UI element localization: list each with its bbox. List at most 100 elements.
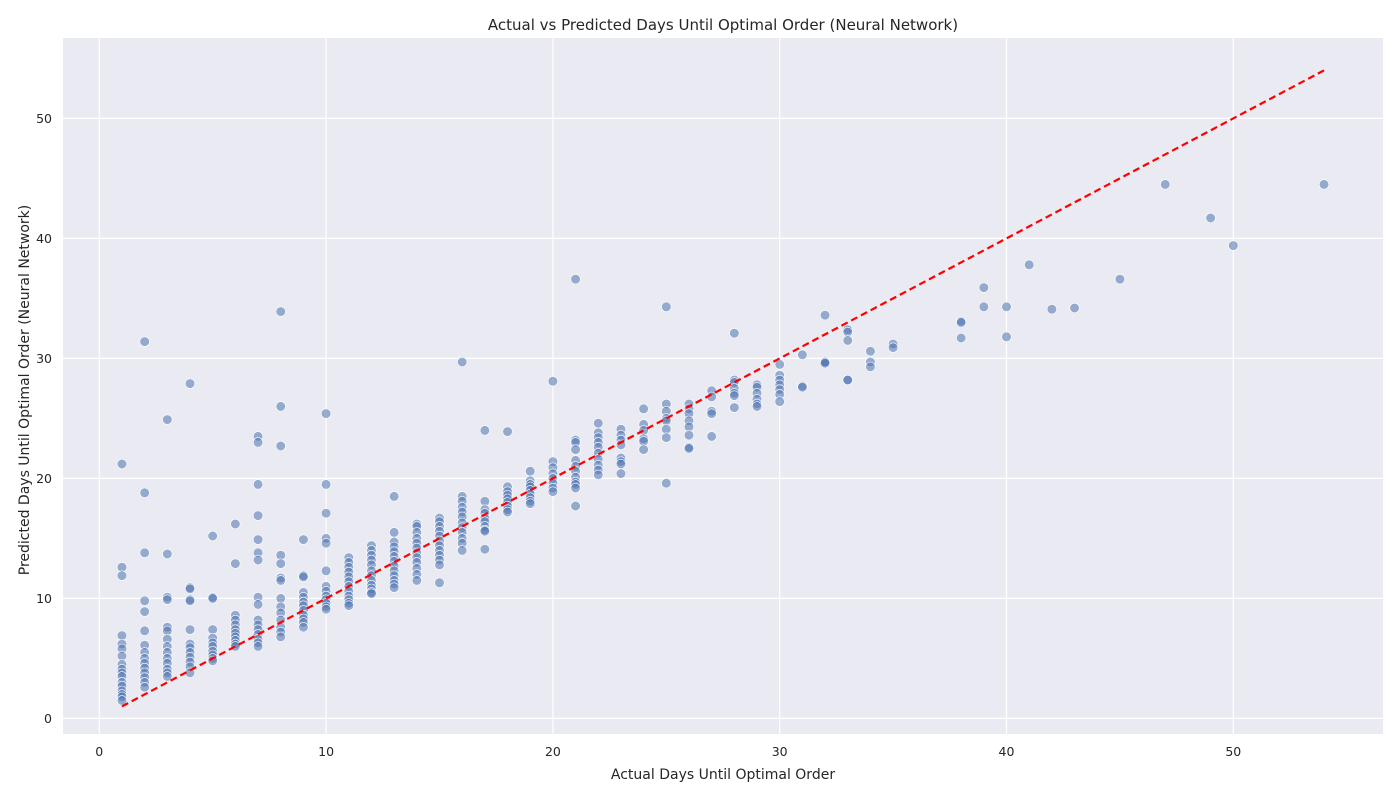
- data-point: [389, 582, 400, 593]
- reference-line: [121, 69, 1325, 708]
- data-point: [729, 402, 740, 413]
- data-point: [230, 641, 241, 652]
- x-tick-label: 50: [1225, 744, 1241, 759]
- data-point: [797, 349, 808, 360]
- data-point: [184, 378, 196, 389]
- data-point: [139, 487, 150, 498]
- data-point: [139, 547, 150, 558]
- data-point: [819, 310, 831, 321]
- data-point: [252, 510, 264, 521]
- data-point: [275, 631, 286, 642]
- data-point: [661, 478, 672, 489]
- data-points: [116, 179, 1330, 706]
- data-point: [661, 301, 672, 312]
- data-point: [457, 356, 468, 368]
- data-point: [320, 604, 332, 615]
- data-point: [706, 431, 717, 442]
- data-point: [162, 548, 173, 560]
- data-point: [434, 559, 445, 570]
- data-point: [275, 575, 286, 586]
- data-point: [207, 593, 218, 604]
- data-point: [1024, 259, 1035, 270]
- data-point: [593, 469, 604, 480]
- data-point: [570, 482, 581, 494]
- data-point: [865, 361, 876, 372]
- data-point: [1001, 331, 1012, 342]
- data-point: [162, 594, 173, 605]
- data-point: [298, 534, 309, 545]
- data-point: [1228, 240, 1239, 251]
- data-point: [1318, 179, 1330, 190]
- data-point: [252, 534, 264, 545]
- y-tick-label: 10: [36, 591, 52, 606]
- data-point: [320, 565, 332, 576]
- data-point: [888, 342, 899, 353]
- x-tick-label: 20: [545, 744, 561, 759]
- data-point: [525, 498, 536, 509]
- x-tick-label: 30: [772, 744, 788, 759]
- data-point: [434, 577, 445, 588]
- data-point: [819, 358, 831, 369]
- data-point: [729, 390, 740, 401]
- data-point: [389, 527, 400, 538]
- y-tick-label: 50: [36, 111, 52, 126]
- data-point: [683, 430, 695, 441]
- x-tick-label: 10: [318, 744, 334, 759]
- data-point: [956, 332, 967, 344]
- data-point: [320, 538, 332, 549]
- data-point: [615, 458, 627, 470]
- y-tick-label: 20: [36, 471, 52, 486]
- data-point: [842, 374, 853, 386]
- data-point: [1069, 302, 1080, 314]
- data-point: [865, 346, 876, 357]
- data-point: [252, 437, 264, 448]
- data-point: [1046, 304, 1057, 315]
- data-point: [502, 506, 513, 518]
- data-point: [638, 403, 649, 414]
- data-point: [479, 425, 490, 436]
- data-point: [252, 554, 264, 566]
- data-point: [116, 570, 128, 581]
- data-point: [184, 595, 196, 606]
- data-point: [479, 526, 490, 537]
- data-point: [457, 545, 468, 556]
- data-point: [275, 306, 286, 317]
- data-point: [320, 479, 332, 490]
- data-point: [683, 443, 695, 454]
- data-point: [343, 600, 354, 611]
- data-point: [978, 282, 989, 293]
- data-point: [570, 274, 581, 285]
- data-point: [275, 401, 286, 412]
- data-point: [1160, 179, 1171, 190]
- data-point: [593, 418, 604, 429]
- data-point: [139, 595, 150, 606]
- data-point: [706, 408, 717, 419]
- x-tick-label: 0: [95, 744, 103, 759]
- data-point: [184, 624, 196, 635]
- data-point: [207, 530, 218, 542]
- y-tick-label: 0: [44, 711, 52, 726]
- data-point: [252, 641, 264, 652]
- data-point: [751, 401, 763, 412]
- x-axis-ticks: 0 10 20 30 40 50: [95, 744, 1241, 759]
- data-point: [116, 458, 128, 470]
- data-point: [547, 376, 558, 387]
- data-point: [615, 468, 627, 479]
- data-point: [162, 414, 173, 425]
- data-point: [207, 655, 218, 666]
- data-point: [479, 544, 490, 555]
- data-point: [252, 479, 264, 490]
- y-tick-label: 30: [36, 351, 52, 366]
- data-point: [275, 440, 286, 452]
- data-point: [978, 301, 989, 312]
- data-point: [1001, 301, 1012, 312]
- data-point: [525, 466, 536, 477]
- data-point: [162, 671, 173, 682]
- y-axis-ticks: 0 10 20 30 40 50: [36, 111, 52, 726]
- data-point: [139, 606, 150, 617]
- data-point: [1205, 212, 1216, 224]
- data-point: [320, 508, 332, 519]
- data-point: [638, 444, 649, 455]
- data-point: [615, 439, 627, 450]
